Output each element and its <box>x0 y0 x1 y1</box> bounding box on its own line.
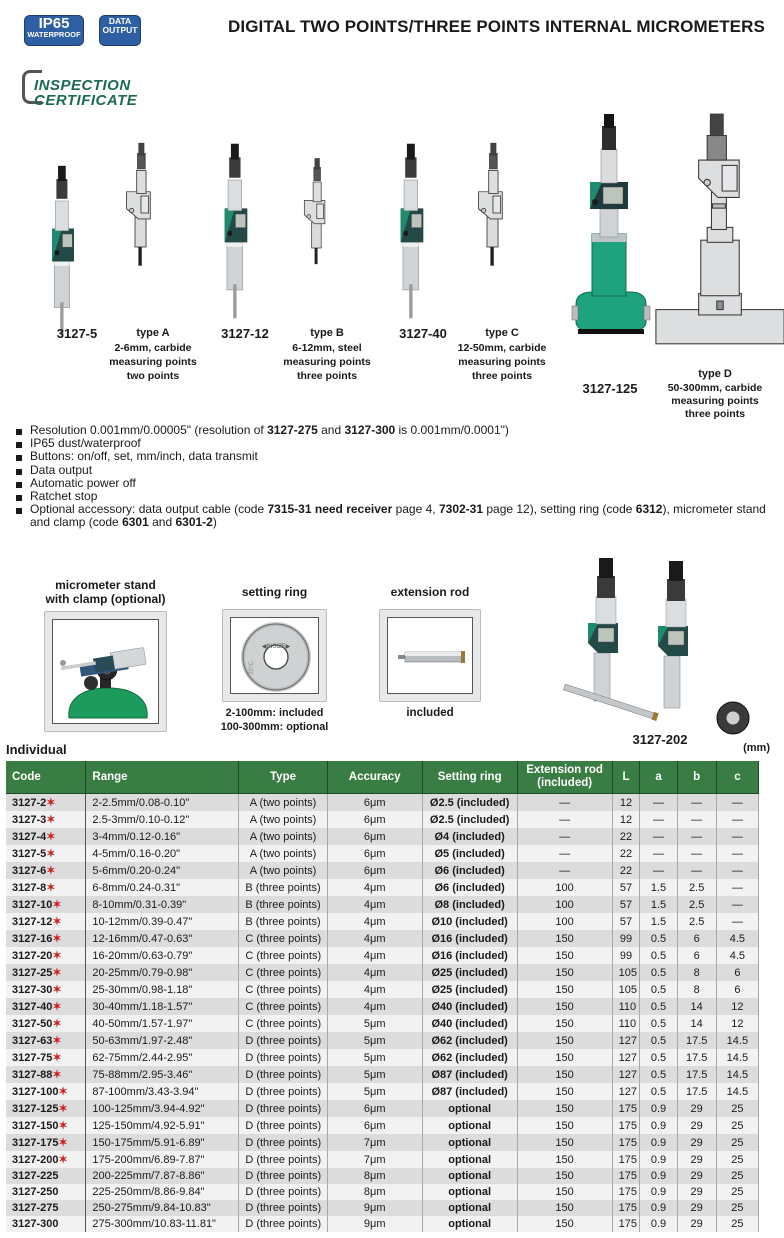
svg-text:◀INSIZE▶: ◀INSIZE▶ <box>262 644 291 650</box>
svg-text:20°C: 20°C <box>249 661 255 675</box>
